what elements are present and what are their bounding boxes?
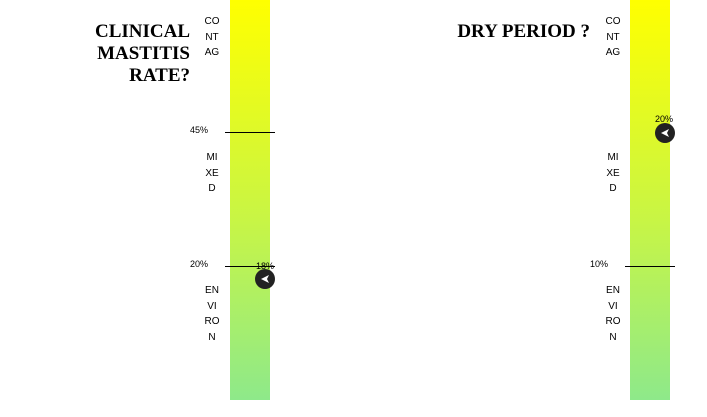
zone-label-environ: ENVIRON <box>204 285 220 343</box>
zone-label-contag: CONTAG <box>204 16 220 58</box>
threshold-label-20: 20% <box>190 259 209 269</box>
threshold-line-45 <box>225 132 275 133</box>
threshold-line-10 <box>625 266 675 267</box>
arrow-left-circle-icon[interactable] <box>655 123 675 143</box>
threshold-line-20 <box>225 266 275 267</box>
zone-label-contag: CONTAG <box>605 16 621 58</box>
mastitis-marker-label: 18% <box>256 261 275 271</box>
dry-period-marker-label: 20% <box>655 114 674 124</box>
mastitis-gradient-bar <box>230 0 270 400</box>
clinical-mastitis-title: CLINICAL MASTITIS RATE? <box>94 21 190 86</box>
threshold-label-10: 10% <box>590 259 609 269</box>
threshold-label-45: 45% <box>190 125 209 135</box>
arrow-left-circle-icon[interactable] <box>255 269 275 289</box>
zone-label-mixed: MIXED <box>205 152 219 194</box>
zone-label-mixed: MIXED <box>606 152 620 194</box>
zone-label-environ: ENVIRON <box>605 285 621 343</box>
dry-period-gradient-bar <box>630 0 670 400</box>
dry-period-title: DRY PERIOD ? <box>457 21 590 42</box>
